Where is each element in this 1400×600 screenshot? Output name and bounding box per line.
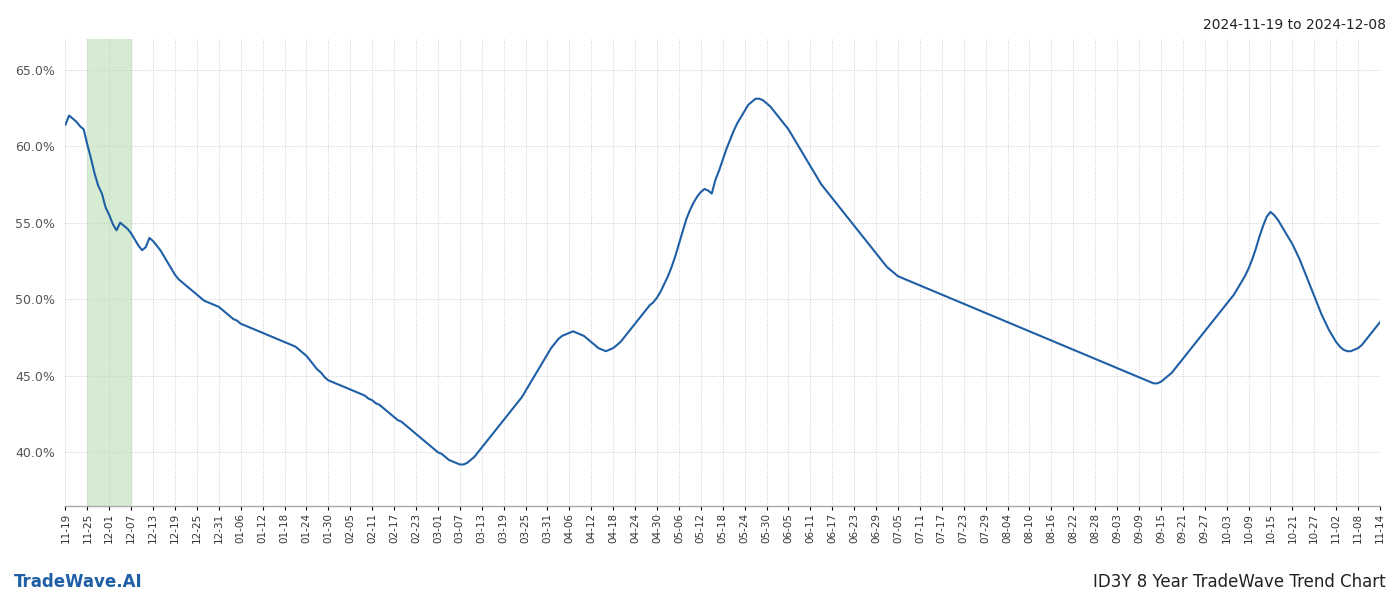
Text: 2024-11-19 to 2024-12-08: 2024-11-19 to 2024-12-08 [1203, 18, 1386, 32]
Text: ID3Y 8 Year TradeWave Trend Chart: ID3Y 8 Year TradeWave Trend Chart [1093, 573, 1386, 591]
Bar [87, 39, 132, 506]
Text: TradeWave.AI: TradeWave.AI [14, 573, 143, 591]
